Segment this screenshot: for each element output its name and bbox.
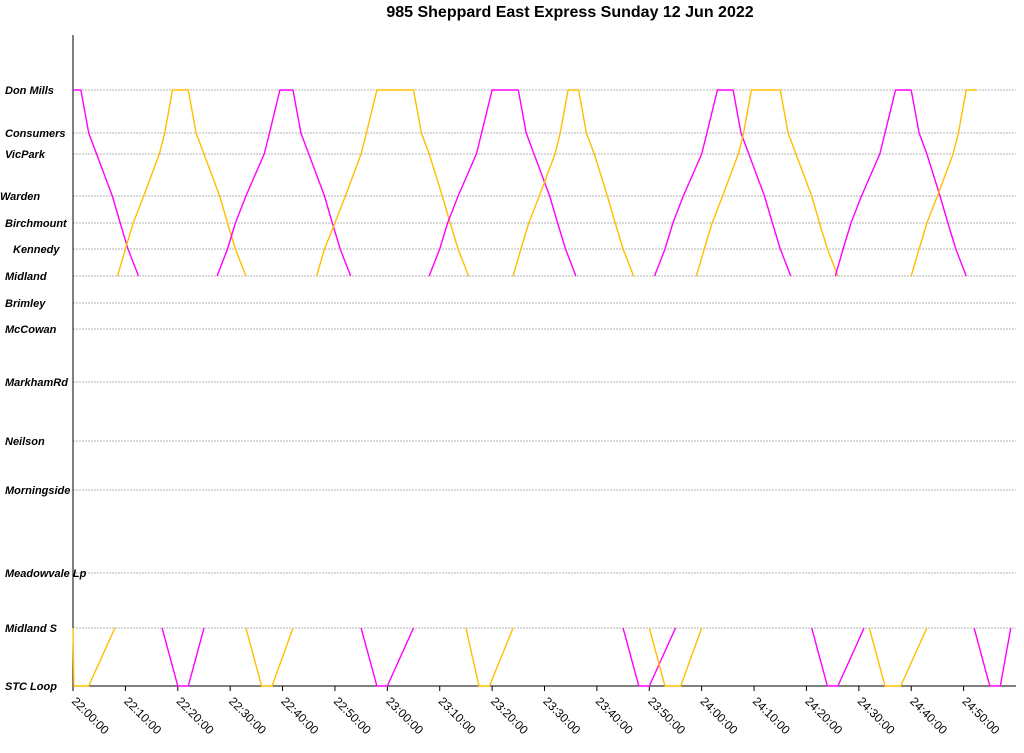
- loop-series-line-westbound-trip-7: [811, 627, 865, 687]
- x-tick-label: 24:50:00: [959, 694, 1002, 737]
- stop-label-mccowan: McCowan: [5, 324, 57, 336]
- stop-label-markhamrd: MarkhamRd: [5, 377, 68, 389]
- series-line-westbound-trip-3: [216, 89, 293, 277]
- stop-label-consumers: Consumers: [5, 128, 66, 140]
- loop-series-line-eastbound-trip-2: [245, 627, 294, 687]
- series-line-eastbound-trip-6: [412, 89, 470, 277]
- x-tick-label: 24:30:00: [855, 694, 898, 737]
- loop-series-line-westbound-trip-1: [161, 627, 205, 687]
- series-line-eastbound-trip-17: [910, 89, 977, 277]
- x-tick-label: 22:10:00: [121, 694, 164, 737]
- loop-series-line-westbound-trip-3: [360, 627, 415, 687]
- x-tick-label: 24:40:00: [907, 694, 950, 737]
- x-tick-label: 23:30:00: [540, 694, 583, 737]
- loop-series-line-eastbound-trip-0: [72, 627, 116, 687]
- stop-label-kennedy: Kennedy: [13, 244, 60, 256]
- series-line-westbound-trip-16: [910, 89, 967, 277]
- x-tick-label: 24:10:00: [750, 694, 793, 737]
- x-tick-label: 24:00:00: [698, 694, 741, 737]
- stop-label-don-mills: Don Mills: [5, 85, 54, 97]
- x-tick-label: 22:50:00: [331, 694, 374, 737]
- series-line-eastbound-trip-10: [577, 89, 635, 277]
- series-line-westbound-trip-7: [428, 89, 519, 277]
- x-tick-label: 22:20:00: [174, 694, 217, 737]
- series-line-eastbound-trip-1: [116, 89, 189, 277]
- x-tick-label: 23:40:00: [593, 694, 636, 737]
- stop-label-birchmount: Birchmount: [5, 218, 68, 230]
- stop-label-midland-s: Midland S: [5, 623, 58, 635]
- stop-label-warden: Warden: [0, 191, 40, 203]
- x-tick-label: 22:30:00: [226, 694, 269, 737]
- series-line-westbound-trip-8: [517, 89, 577, 277]
- stop-label-midland: Midland: [5, 271, 47, 283]
- loop-series-line-eastbound-trip-8: [868, 627, 928, 687]
- series-line-westbound-trip-0: [73, 89, 140, 277]
- series-line-eastbound-trip-9: [512, 89, 579, 277]
- x-tick-label: 23:00:00: [383, 694, 426, 737]
- stop-label-meadowvale-lp: Meadowvale Lp: [5, 568, 87, 580]
- series-line-westbound-trip-4: [292, 89, 352, 277]
- chart-title: 985 Sheppard East Express Sunday 12 Jun …: [386, 4, 754, 21]
- series-line-eastbound-trip-2: [187, 89, 247, 277]
- series-line-eastbound-trip-14: [779, 89, 839, 277]
- x-tick-label: 22:00:00: [69, 694, 112, 737]
- stop-label-morningside: Morningside: [5, 485, 70, 497]
- series-line-westbound-trip-15: [834, 89, 912, 277]
- stop-label-vicpark: VicPark: [5, 149, 46, 161]
- series-line-westbound-trip-12: [732, 89, 792, 277]
- x-tick-label: 22:40:00: [278, 694, 321, 737]
- x-tick-label: 23:50:00: [645, 694, 688, 737]
- x-tick-label: 24:20:00: [802, 694, 845, 737]
- loop-series-line-eastbound-trip-4: [465, 627, 514, 687]
- loop-series-line-eastbound-trip-6: [648, 627, 703, 687]
- x-tick-label: 23:20:00: [488, 694, 531, 737]
- series-line-eastbound-trip-13: [695, 89, 781, 277]
- loop-series-line-westbound-trip-5: [622, 627, 677, 687]
- x-tick-label: 23:10:00: [436, 694, 479, 737]
- loop-series-line-westbound-trip-9: [973, 627, 1012, 687]
- series-line-westbound-trip-11: [653, 89, 734, 277]
- stop-label-brimley: Brimley: [5, 298, 46, 310]
- series-line-eastbound-trip-5: [315, 89, 414, 277]
- stop-label-stc-loop: STC Loop: [5, 681, 57, 693]
- stop-label-neilson: Neilson: [5, 436, 45, 448]
